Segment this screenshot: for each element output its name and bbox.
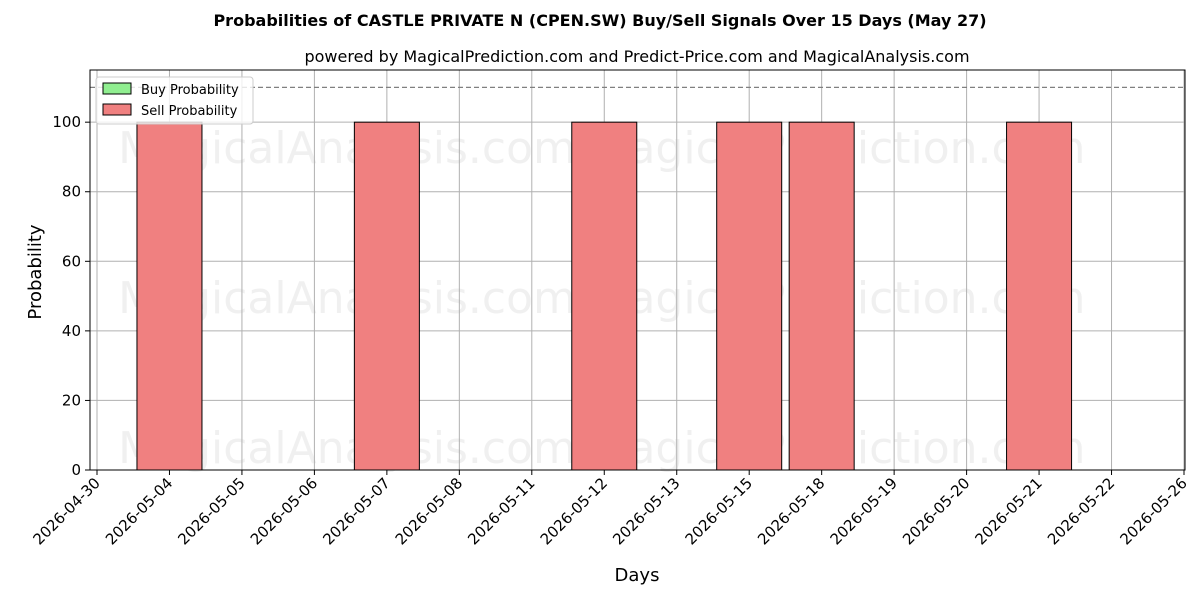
sell-bar bbox=[1006, 121, 1073, 471]
legend: Buy Probability Sell Probability bbox=[95, 76, 254, 125]
legend-box bbox=[95, 76, 254, 125]
x-ticks: 2026-04-302026-05-042026-05-052026-05-06… bbox=[29, 470, 1191, 548]
sell-bar bbox=[716, 121, 783, 471]
x-axis-label: Days bbox=[615, 565, 660, 586]
legend-buy-swatch bbox=[102, 82, 132, 95]
y-tick-label: 100 bbox=[52, 113, 81, 131]
x-tick-label: 2026-05-04 bbox=[102, 474, 176, 548]
x-tick-label: 2026-05-12 bbox=[537, 474, 611, 548]
x-tick-label: 2026-05-13 bbox=[609, 474, 683, 548]
sell-bar bbox=[571, 121, 638, 471]
sell-bar bbox=[353, 121, 420, 471]
x-tick-label: 2026-05-15 bbox=[682, 474, 756, 548]
x-tick-label: 2026-05-08 bbox=[392, 474, 466, 548]
y-tick-label: 80 bbox=[62, 183, 81, 201]
x-tick-label: 2026-05-20 bbox=[899, 474, 973, 548]
legend-sell-swatch bbox=[102, 103, 132, 116]
x-tick-label: 2026-05-05 bbox=[174, 474, 248, 548]
x-tick-label: 2026-04-30 bbox=[29, 474, 103, 548]
y-tick-label: 20 bbox=[62, 391, 81, 409]
y-axis-label: Probability bbox=[25, 224, 46, 319]
plot-frame bbox=[89, 69, 1186, 471]
x-tick-label: 2026-05-18 bbox=[754, 474, 828, 548]
x-tick-label: 2026-05-06 bbox=[247, 474, 321, 548]
x-tick-label: 2026-05-21 bbox=[972, 474, 1046, 548]
legend-buy-label: Buy Probability bbox=[141, 83, 239, 98]
y-tick-label: 40 bbox=[62, 322, 81, 340]
x-tick-label: 2026-05-26 bbox=[1116, 474, 1190, 548]
y-ticks: 0 20 40 60 80 100 bbox=[52, 113, 90, 479]
sell-bar bbox=[788, 121, 855, 471]
y-tick-label: 60 bbox=[62, 252, 81, 270]
x-tick-label: 2026-05-22 bbox=[1044, 474, 1118, 548]
x-tick-label: 2026-05-19 bbox=[827, 474, 901, 548]
sell-bar bbox=[136, 121, 203, 471]
chart-title: Probabilities of CASTLE PRIVATE N (CPEN.… bbox=[213, 11, 986, 30]
y-tick-label: 0 bbox=[71, 461, 81, 479]
x-tick-label: 2026-05-07 bbox=[319, 474, 393, 548]
legend-sell-label: Sell Probability bbox=[141, 104, 238, 119]
chart-subtitle: powered by MagicalPrediction.com and Pre… bbox=[304, 47, 969, 66]
x-tick-label: 2026-05-11 bbox=[464, 474, 538, 548]
bars bbox=[136, 121, 1073, 471]
